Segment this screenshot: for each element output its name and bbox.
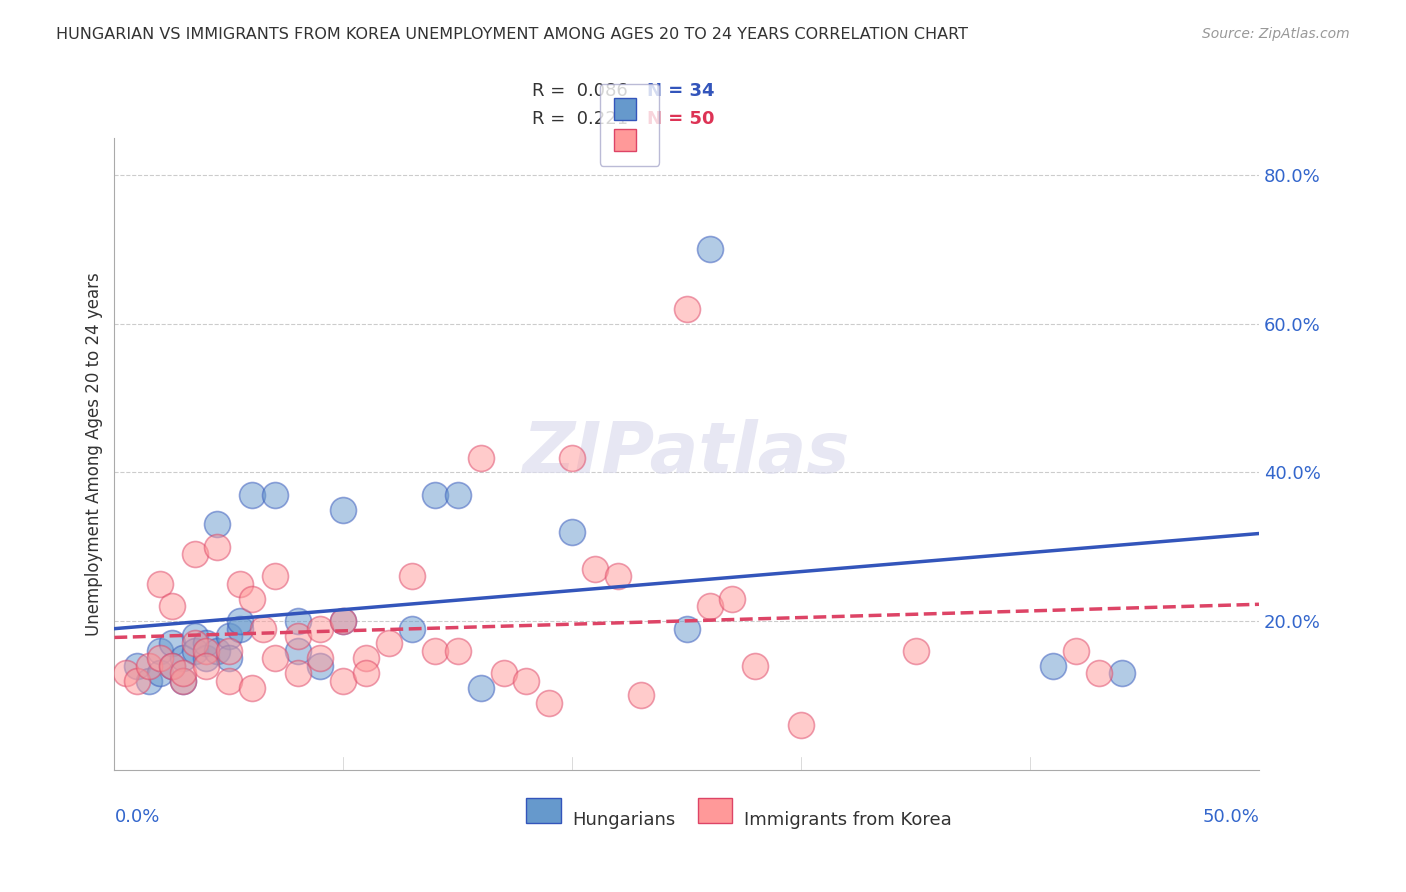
Point xyxy=(538,696,561,710)
Point xyxy=(183,644,205,658)
Point xyxy=(172,651,194,665)
Point xyxy=(447,488,470,502)
Point xyxy=(790,718,813,732)
Point xyxy=(183,636,205,650)
Text: R =  0.221: R = 0.221 xyxy=(533,110,628,128)
Point xyxy=(160,636,183,650)
Point xyxy=(218,644,240,658)
Point xyxy=(263,651,285,665)
Point xyxy=(183,629,205,643)
Point xyxy=(138,673,160,688)
Point xyxy=(904,644,927,658)
Point xyxy=(160,599,183,614)
Text: N = 34: N = 34 xyxy=(647,81,714,100)
Point xyxy=(675,622,697,636)
Point xyxy=(160,658,183,673)
Point xyxy=(229,577,252,591)
Point xyxy=(332,614,354,628)
Text: Source: ZipAtlas.com: Source: ZipAtlas.com xyxy=(1202,27,1350,41)
Point xyxy=(207,517,229,532)
Point xyxy=(240,488,263,502)
Point xyxy=(172,666,194,681)
Point xyxy=(378,636,401,650)
Point xyxy=(218,673,240,688)
Point xyxy=(492,666,515,681)
Point xyxy=(127,673,149,688)
Point xyxy=(172,673,194,688)
Point xyxy=(263,488,285,502)
Point xyxy=(115,666,138,681)
Point xyxy=(240,681,263,695)
Point xyxy=(149,651,172,665)
Point xyxy=(287,614,309,628)
Point xyxy=(447,644,470,658)
Point xyxy=(149,666,172,681)
Text: Hungarians: Hungarians xyxy=(572,811,675,829)
Point xyxy=(1087,666,1109,681)
Point xyxy=(423,488,446,502)
Text: HUNGARIAN VS IMMIGRANTS FROM KOREA UNEMPLOYMENT AMONG AGES 20 TO 24 YEARS CORREL: HUNGARIAN VS IMMIGRANTS FROM KOREA UNEMP… xyxy=(56,27,969,42)
Point xyxy=(252,622,274,636)
Point xyxy=(229,622,252,636)
Point xyxy=(207,644,229,658)
Point xyxy=(194,636,217,650)
Text: ZIPatlas: ZIPatlas xyxy=(523,419,851,488)
Point xyxy=(287,629,309,643)
Text: R =  0.086: R = 0.086 xyxy=(533,81,628,100)
Point xyxy=(287,666,309,681)
Point xyxy=(183,547,205,561)
Point xyxy=(207,540,229,554)
Point xyxy=(194,644,217,658)
Point xyxy=(332,502,354,516)
FancyBboxPatch shape xyxy=(699,798,733,823)
Point xyxy=(1064,644,1087,658)
Point xyxy=(332,614,354,628)
Point xyxy=(515,673,537,688)
Point xyxy=(401,622,423,636)
Point xyxy=(1111,666,1133,681)
Point xyxy=(149,644,172,658)
Text: N = 50: N = 50 xyxy=(647,110,714,128)
Point xyxy=(470,450,492,465)
Point xyxy=(470,681,492,695)
Point xyxy=(172,673,194,688)
Point xyxy=(240,591,263,606)
Point xyxy=(218,629,240,643)
Point xyxy=(194,651,217,665)
Point xyxy=(1042,658,1064,673)
Point xyxy=(229,614,252,628)
Point xyxy=(699,243,721,257)
Text: 50.0%: 50.0% xyxy=(1202,807,1258,826)
Point xyxy=(309,651,332,665)
Point xyxy=(583,562,606,576)
Text: Immigrants from Korea: Immigrants from Korea xyxy=(744,811,952,829)
Y-axis label: Unemployment Among Ages 20 to 24 years: Unemployment Among Ages 20 to 24 years xyxy=(86,272,103,636)
Point xyxy=(149,577,172,591)
Point xyxy=(401,569,423,583)
Point xyxy=(561,524,583,539)
Text: 0.0%: 0.0% xyxy=(114,807,160,826)
Point xyxy=(218,651,240,665)
Point xyxy=(675,301,697,316)
Point xyxy=(263,569,285,583)
Point xyxy=(354,666,377,681)
Point xyxy=(138,658,160,673)
Point xyxy=(607,569,630,583)
Point xyxy=(630,689,652,703)
FancyBboxPatch shape xyxy=(526,798,561,823)
Point xyxy=(309,622,332,636)
Legend: , : , xyxy=(600,84,659,166)
Point xyxy=(332,673,354,688)
Point xyxy=(160,658,183,673)
Point xyxy=(194,658,217,673)
Point xyxy=(354,651,377,665)
Point xyxy=(721,591,744,606)
Point xyxy=(561,450,583,465)
Point xyxy=(309,658,332,673)
Point xyxy=(699,599,721,614)
Point xyxy=(127,658,149,673)
Point xyxy=(287,644,309,658)
Point xyxy=(744,658,766,673)
Point xyxy=(423,644,446,658)
